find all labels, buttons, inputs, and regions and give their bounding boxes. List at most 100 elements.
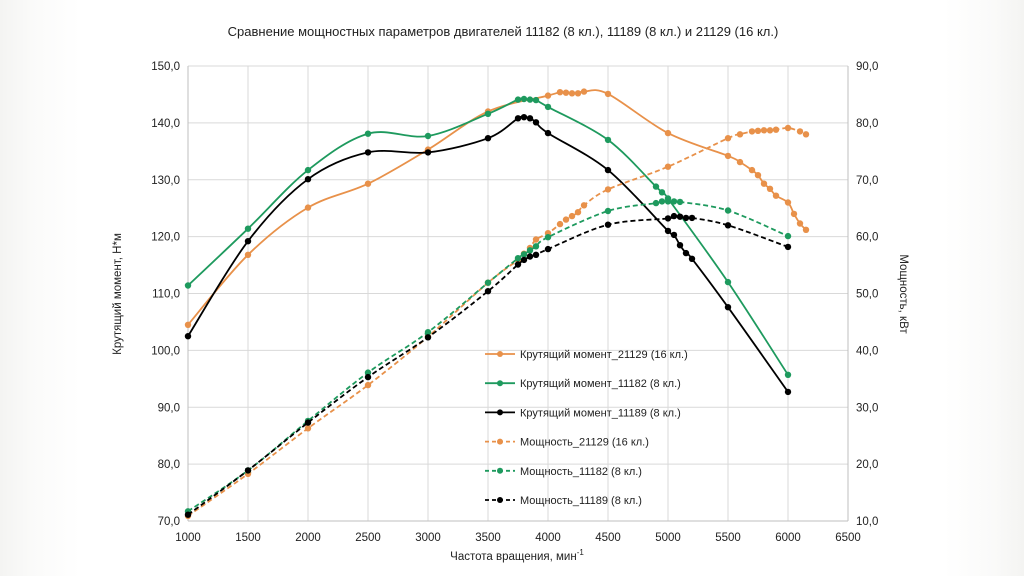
data-point [244, 225, 252, 232]
legend-swatch-marker [497, 380, 503, 387]
x-tick-label: 6000 [775, 532, 801, 544]
data-point [724, 135, 732, 142]
data-point [364, 180, 372, 187]
legend-item: Мощность_21129 (16 кл.) [485, 437, 649, 449]
y-right-tick-label: 90,0 [856, 61, 878, 73]
series--11182-8- [184, 198, 792, 515]
data-point [724, 278, 732, 286]
data-point [802, 131, 810, 138]
data-point [184, 511, 192, 518]
legend-swatch-marker [497, 351, 503, 357]
series-layer [184, 88, 810, 520]
data-point [796, 128, 804, 135]
y-right-tick-label: 30,0 [856, 402, 878, 414]
data-point [244, 238, 252, 245]
series--21129-16- [184, 88, 810, 328]
data-point [736, 131, 744, 138]
data-point [424, 329, 432, 336]
data-point [364, 149, 372, 156]
x-tick-label: 3500 [475, 532, 501, 544]
legend-item: Крутящий момент_11182 (8 кл.) [485, 378, 681, 390]
data-point [520, 256, 528, 264]
data-point [658, 198, 666, 205]
data-point [484, 135, 492, 142]
data-point [364, 369, 372, 376]
data-point [664, 163, 672, 170]
data-point [724, 152, 732, 160]
y-left-tick-label: 70,0 [158, 516, 180, 528]
data-point [526, 247, 534, 254]
data-point [556, 220, 564, 228]
y-left-tick-label: 80,0 [158, 459, 180, 471]
data-point [484, 288, 492, 295]
series--21129-16- [184, 124, 810, 520]
x-axis-label-superscript: -1 [577, 548, 585, 557]
data-point [724, 222, 732, 229]
y-axis-left-label: Крутящий момент, Н*м [112, 233, 124, 355]
data-point [580, 88, 588, 95]
data-point [532, 251, 540, 258]
legend-label: Мощность_11182 (8 кл.) [520, 466, 642, 478]
data-point [520, 95, 528, 103]
legend: Крутящий момент_21129 (16 кл.) Крутящий м… [485, 349, 688, 507]
data-point [526, 253, 534, 260]
x-tick-label: 2500 [355, 532, 381, 544]
data-point [532, 243, 540, 250]
data-point [658, 189, 666, 196]
data-point [664, 198, 672, 205]
x-tick-label: 4000 [535, 532, 561, 544]
data-point [802, 226, 810, 233]
axes [187, 66, 849, 522]
x-tick-label: 4500 [595, 532, 621, 544]
legend-label: Мощность_21129 (16 кл.) [520, 437, 649, 449]
series--11182-8- [184, 95, 792, 378]
data-point [784, 124, 792, 132]
data-point [562, 89, 570, 96]
data-point [304, 166, 312, 174]
data-point [784, 232, 792, 240]
x-axis-label-text: Частота вращения, мин [450, 551, 577, 563]
data-point [484, 279, 492, 286]
data-point [604, 136, 612, 144]
y-right-tick-label: 70,0 [856, 175, 878, 187]
data-point [304, 204, 312, 211]
x-tick-label: 1500 [235, 532, 261, 544]
data-point [754, 172, 762, 179]
data-point [676, 198, 684, 206]
legend-label: Мощность_11189 (8 кл.) [520, 495, 642, 507]
data-point [514, 255, 522, 262]
data-point [748, 128, 756, 135]
data-point [304, 425, 312, 432]
series-line [187, 127, 807, 517]
data-point [724, 304, 732, 311]
data-point [532, 236, 540, 243]
data-point [724, 207, 732, 214]
grid [187, 65, 849, 522]
data-point [244, 467, 252, 474]
y-left-tick-label: 150,0 [151, 61, 180, 73]
data-point [748, 166, 756, 174]
data-point [580, 202, 588, 209]
chart-title: Сравнение мощностных параметров двигател… [228, 24, 779, 39]
data-point [682, 214, 690, 222]
data-point [790, 210, 798, 218]
y-left-tick-label: 120,0 [151, 232, 180, 244]
y-left-tick-label: 100,0 [151, 345, 180, 357]
data-point [766, 185, 774, 192]
data-point [766, 127, 774, 134]
data-point [604, 90, 612, 98]
data-point [784, 243, 792, 251]
legend-label: Крутящий момент_11182 (8 кл.) [520, 378, 681, 390]
legend-swatch-marker [497, 467, 503, 474]
y-right-tick-label: 20,0 [856, 459, 878, 471]
y-axis-right-label: Мощность, кВт [897, 254, 909, 334]
data-point [364, 130, 372, 137]
data-point [568, 90, 576, 97]
data-point [670, 198, 678, 205]
x-tick-label: 5000 [655, 532, 681, 544]
data-point [664, 129, 672, 137]
y-right-tick-label: 40,0 [856, 345, 878, 357]
y-right-tick-label: 60,0 [856, 232, 878, 244]
series--11189-8- [184, 114, 792, 396]
